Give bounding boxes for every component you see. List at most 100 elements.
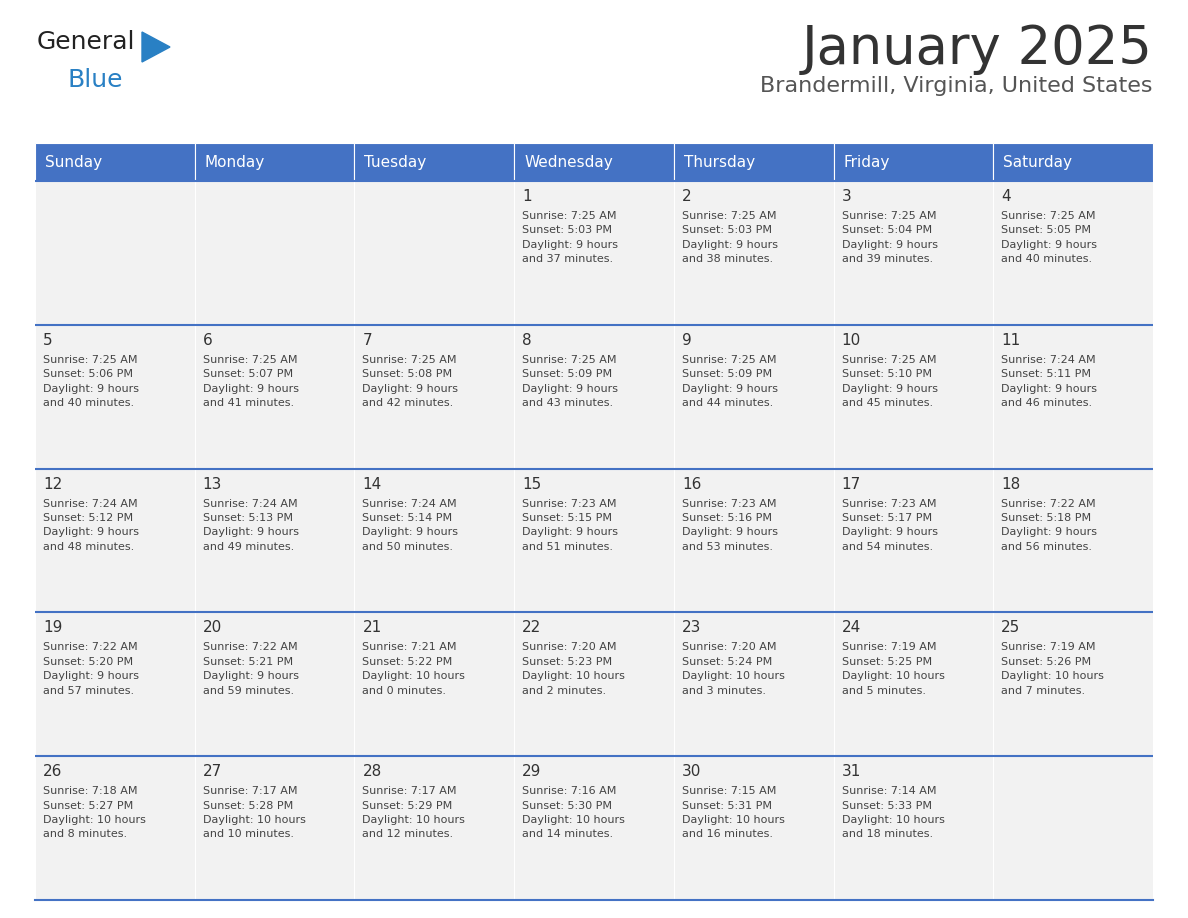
Bar xyxy=(34,143,195,181)
Bar xyxy=(354,325,514,468)
Text: Sunrise: 7:19 AM
Sunset: 5:25 PM
Daylight: 10 hours
and 5 minutes.: Sunrise: 7:19 AM Sunset: 5:25 PM Dayligh… xyxy=(841,643,944,696)
Text: Sunrise: 7:23 AM
Sunset: 5:17 PM
Daylight: 9 hours
and 54 minutes.: Sunrise: 7:23 AM Sunset: 5:17 PM Dayligh… xyxy=(841,498,937,552)
Text: Sunrise: 7:15 AM
Sunset: 5:31 PM
Daylight: 10 hours
and 16 minutes.: Sunrise: 7:15 AM Sunset: 5:31 PM Dayligh… xyxy=(682,786,785,839)
Text: 27: 27 xyxy=(203,764,222,779)
Text: Sunrise: 7:17 AM
Sunset: 5:28 PM
Daylight: 10 hours
and 10 minutes.: Sunrise: 7:17 AM Sunset: 5:28 PM Dayligh… xyxy=(203,786,305,839)
Text: 22: 22 xyxy=(523,621,542,635)
Bar xyxy=(34,468,195,612)
Text: 5: 5 xyxy=(43,333,52,348)
Text: Tuesday: Tuesday xyxy=(365,154,426,170)
Bar xyxy=(354,756,514,900)
Text: 24: 24 xyxy=(841,621,861,635)
Text: Sunrise: 7:22 AM
Sunset: 5:18 PM
Daylight: 9 hours
and 56 minutes.: Sunrise: 7:22 AM Sunset: 5:18 PM Dayligh… xyxy=(1001,498,1098,552)
Text: Sunrise: 7:25 AM
Sunset: 5:10 PM
Daylight: 9 hours
and 45 minutes.: Sunrise: 7:25 AM Sunset: 5:10 PM Dayligh… xyxy=(841,354,937,408)
Text: Sunrise: 7:21 AM
Sunset: 5:22 PM
Daylight: 10 hours
and 0 minutes.: Sunrise: 7:21 AM Sunset: 5:22 PM Dayligh… xyxy=(362,643,466,696)
Text: Sunrise: 7:24 AM
Sunset: 5:13 PM
Daylight: 9 hours
and 49 minutes.: Sunrise: 7:24 AM Sunset: 5:13 PM Dayligh… xyxy=(203,498,298,552)
Text: Sunrise: 7:23 AM
Sunset: 5:16 PM
Daylight: 9 hours
and 53 minutes.: Sunrise: 7:23 AM Sunset: 5:16 PM Dayligh… xyxy=(682,498,778,552)
Bar xyxy=(674,325,834,468)
Bar xyxy=(993,756,1154,900)
Text: Sunrise: 7:18 AM
Sunset: 5:27 PM
Daylight: 10 hours
and 8 minutes.: Sunrise: 7:18 AM Sunset: 5:27 PM Dayligh… xyxy=(43,786,146,839)
Bar xyxy=(34,325,195,468)
Bar xyxy=(195,181,354,325)
Bar xyxy=(834,468,993,612)
Bar xyxy=(195,612,354,756)
Text: 14: 14 xyxy=(362,476,381,492)
Bar xyxy=(514,143,674,181)
Polygon shape xyxy=(143,32,170,62)
Text: 15: 15 xyxy=(523,476,542,492)
Bar xyxy=(34,181,195,325)
Text: 23: 23 xyxy=(682,621,701,635)
Bar xyxy=(674,756,834,900)
Text: 17: 17 xyxy=(841,476,861,492)
Bar xyxy=(834,181,993,325)
Bar xyxy=(354,468,514,612)
Text: Sunrise: 7:24 AM
Sunset: 5:12 PM
Daylight: 9 hours
and 48 minutes.: Sunrise: 7:24 AM Sunset: 5:12 PM Dayligh… xyxy=(43,498,139,552)
Bar xyxy=(834,143,993,181)
Text: 3: 3 xyxy=(841,189,852,204)
Bar xyxy=(195,325,354,468)
Text: Sunrise: 7:25 AM
Sunset: 5:03 PM
Daylight: 9 hours
and 38 minutes.: Sunrise: 7:25 AM Sunset: 5:03 PM Dayligh… xyxy=(682,211,778,264)
Text: 1: 1 xyxy=(523,189,532,204)
Text: 13: 13 xyxy=(203,476,222,492)
Text: 2: 2 xyxy=(682,189,691,204)
Text: 28: 28 xyxy=(362,764,381,779)
Text: Sunrise: 7:19 AM
Sunset: 5:26 PM
Daylight: 10 hours
and 7 minutes.: Sunrise: 7:19 AM Sunset: 5:26 PM Dayligh… xyxy=(1001,643,1104,696)
Bar xyxy=(514,756,674,900)
Text: 4: 4 xyxy=(1001,189,1011,204)
Text: Sunrise: 7:25 AM
Sunset: 5:08 PM
Daylight: 9 hours
and 42 minutes.: Sunrise: 7:25 AM Sunset: 5:08 PM Dayligh… xyxy=(362,354,459,408)
Bar xyxy=(993,612,1154,756)
Bar xyxy=(195,468,354,612)
Bar xyxy=(514,325,674,468)
Text: Saturday: Saturday xyxy=(1004,154,1073,170)
Bar xyxy=(993,325,1154,468)
Bar xyxy=(674,181,834,325)
Bar xyxy=(514,468,674,612)
Text: 12: 12 xyxy=(43,476,62,492)
Text: 9: 9 xyxy=(682,333,691,348)
Bar xyxy=(834,756,993,900)
Text: 29: 29 xyxy=(523,764,542,779)
Text: Sunrise: 7:20 AM
Sunset: 5:24 PM
Daylight: 10 hours
and 3 minutes.: Sunrise: 7:20 AM Sunset: 5:24 PM Dayligh… xyxy=(682,643,785,696)
Text: Monday: Monday xyxy=(204,154,265,170)
Bar xyxy=(514,612,674,756)
Text: Brandermill, Virginia, United States: Brandermill, Virginia, United States xyxy=(760,76,1154,96)
Bar xyxy=(514,181,674,325)
Text: 20: 20 xyxy=(203,621,222,635)
Bar xyxy=(354,181,514,325)
Bar xyxy=(834,325,993,468)
Text: Sunrise: 7:25 AM
Sunset: 5:04 PM
Daylight: 9 hours
and 39 minutes.: Sunrise: 7:25 AM Sunset: 5:04 PM Dayligh… xyxy=(841,211,937,264)
Text: Thursday: Thursday xyxy=(684,154,756,170)
Bar xyxy=(195,143,354,181)
Bar xyxy=(34,612,195,756)
Text: Sunrise: 7:22 AM
Sunset: 5:21 PM
Daylight: 9 hours
and 59 minutes.: Sunrise: 7:22 AM Sunset: 5:21 PM Dayligh… xyxy=(203,643,298,696)
Bar xyxy=(674,468,834,612)
Text: Sunrise: 7:25 AM
Sunset: 5:05 PM
Daylight: 9 hours
and 40 minutes.: Sunrise: 7:25 AM Sunset: 5:05 PM Dayligh… xyxy=(1001,211,1098,264)
Bar xyxy=(674,143,834,181)
Text: Sunrise: 7:16 AM
Sunset: 5:30 PM
Daylight: 10 hours
and 14 minutes.: Sunrise: 7:16 AM Sunset: 5:30 PM Dayligh… xyxy=(523,786,625,839)
Bar xyxy=(354,143,514,181)
Text: 31: 31 xyxy=(841,764,861,779)
Bar xyxy=(834,612,993,756)
Text: 18: 18 xyxy=(1001,476,1020,492)
Bar xyxy=(674,612,834,756)
Text: Sunrise: 7:25 AM
Sunset: 5:09 PM
Daylight: 9 hours
and 44 minutes.: Sunrise: 7:25 AM Sunset: 5:09 PM Dayligh… xyxy=(682,354,778,408)
Text: General: General xyxy=(37,30,135,54)
Text: 26: 26 xyxy=(43,764,63,779)
Bar xyxy=(993,143,1154,181)
Text: Sunday: Sunday xyxy=(45,154,102,170)
Text: 6: 6 xyxy=(203,333,213,348)
Text: Sunrise: 7:25 AM
Sunset: 5:09 PM
Daylight: 9 hours
and 43 minutes.: Sunrise: 7:25 AM Sunset: 5:09 PM Dayligh… xyxy=(523,354,618,408)
Text: Sunrise: 7:22 AM
Sunset: 5:20 PM
Daylight: 9 hours
and 57 minutes.: Sunrise: 7:22 AM Sunset: 5:20 PM Dayligh… xyxy=(43,643,139,696)
Text: 21: 21 xyxy=(362,621,381,635)
Text: Friday: Friday xyxy=(843,154,890,170)
Text: Wednesday: Wednesday xyxy=(524,154,613,170)
Text: 8: 8 xyxy=(523,333,532,348)
Text: 11: 11 xyxy=(1001,333,1020,348)
Text: Sunrise: 7:20 AM
Sunset: 5:23 PM
Daylight: 10 hours
and 2 minutes.: Sunrise: 7:20 AM Sunset: 5:23 PM Dayligh… xyxy=(523,643,625,696)
Text: Blue: Blue xyxy=(67,68,122,92)
Text: Sunrise: 7:23 AM
Sunset: 5:15 PM
Daylight: 9 hours
and 51 minutes.: Sunrise: 7:23 AM Sunset: 5:15 PM Dayligh… xyxy=(523,498,618,552)
Bar xyxy=(195,756,354,900)
Text: 25: 25 xyxy=(1001,621,1020,635)
Text: Sunrise: 7:25 AM
Sunset: 5:03 PM
Daylight: 9 hours
and 37 minutes.: Sunrise: 7:25 AM Sunset: 5:03 PM Dayligh… xyxy=(523,211,618,264)
